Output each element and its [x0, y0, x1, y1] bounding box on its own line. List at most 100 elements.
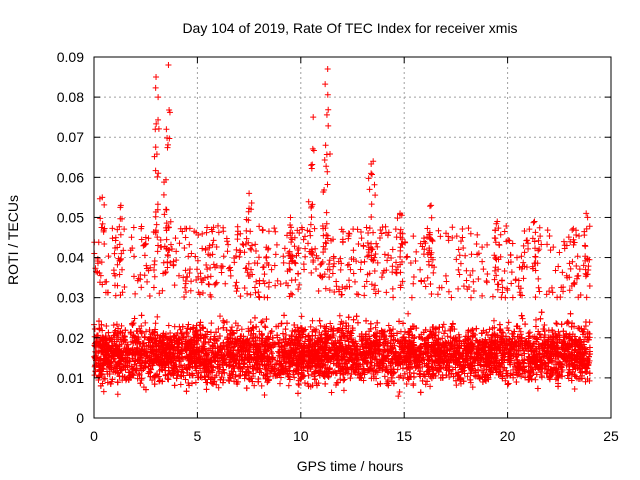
data-point: [229, 363, 236, 370]
data-point: [193, 322, 200, 329]
data-point: [537, 334, 544, 341]
data-point: [410, 380, 417, 387]
data-point: [110, 322, 117, 329]
data-point: [372, 324, 379, 331]
data-point: [526, 329, 533, 336]
data-point: [142, 328, 149, 335]
data-point: [571, 385, 578, 392]
data-point: [405, 310, 412, 317]
data-point: [444, 333, 451, 340]
data-point: [390, 326, 397, 333]
data-point: [183, 388, 190, 395]
data-point: [374, 381, 381, 388]
data-point: [177, 381, 184, 388]
data-point: [290, 371, 297, 378]
data-point: [152, 320, 159, 327]
data-point: [295, 380, 302, 387]
data-point: [327, 320, 334, 327]
data-point: [309, 317, 316, 324]
data-point: [342, 320, 349, 327]
data-point: [489, 331, 496, 338]
data-points: [91, 62, 594, 400]
data-point: [262, 324, 269, 331]
data-point: [501, 364, 508, 371]
data-point: [307, 323, 314, 330]
data-point: [442, 327, 449, 334]
data-point: [215, 384, 222, 391]
data-point: [142, 319, 149, 326]
data-point: [228, 324, 235, 331]
data-point: [154, 313, 161, 320]
data-point: [247, 319, 254, 326]
data-point: [178, 330, 185, 337]
data-point: [542, 332, 549, 339]
data-point: [118, 322, 125, 329]
data-point: [505, 327, 512, 334]
data-point: [165, 322, 172, 329]
data-point: [167, 329, 174, 336]
data-point: [381, 373, 388, 380]
data-point: [427, 383, 434, 390]
data-point: [271, 370, 278, 377]
data-point: [338, 318, 345, 325]
data-point: [238, 326, 245, 333]
data-point: [235, 322, 242, 329]
data-point: [422, 381, 429, 388]
data-point: [340, 377, 347, 384]
data-point: [251, 382, 258, 389]
data-point: [114, 391, 121, 398]
data-point: [283, 331, 290, 338]
data-point: [291, 374, 298, 381]
data-point: [211, 378, 218, 385]
data-point: [192, 379, 199, 386]
data-point: [258, 382, 265, 389]
data-point: [582, 378, 589, 385]
data-point: [553, 320, 560, 327]
data-point: [246, 359, 253, 366]
data-point: [215, 325, 222, 332]
data-point: [432, 325, 439, 332]
data-point: [337, 321, 344, 328]
data-point: [407, 325, 414, 332]
data-point: [289, 327, 296, 334]
data-point: [532, 316, 539, 323]
data-point: [135, 370, 142, 377]
data-point: [429, 364, 436, 371]
data-point: [201, 373, 208, 380]
data-point: [429, 324, 436, 331]
data-point: [520, 347, 527, 354]
data-point: [165, 376, 172, 383]
data-point: [281, 312, 288, 319]
data-point: [317, 322, 324, 329]
data-point: [208, 320, 215, 327]
data-point: [223, 319, 230, 326]
data-point: [164, 375, 171, 382]
data-point: [440, 321, 447, 328]
data-point: [336, 312, 343, 319]
data-point: [517, 328, 524, 335]
data-point: [396, 388, 403, 395]
data-point: [385, 322, 392, 329]
data-point: [439, 335, 446, 342]
data-point: [473, 325, 480, 332]
data-point: [243, 385, 250, 392]
data-point: [116, 342, 123, 349]
data-point: [486, 326, 493, 333]
data-point: [284, 320, 291, 327]
data-point: [519, 315, 526, 322]
data-point: [360, 365, 367, 372]
data-point: [468, 354, 475, 361]
data-point: [341, 376, 348, 383]
data-point: [273, 323, 280, 330]
data-point: [100, 388, 107, 395]
data-point: [559, 366, 566, 373]
data-point: [275, 366, 282, 373]
data-point: [177, 326, 184, 333]
data-point: [359, 337, 366, 344]
data-point: [505, 319, 512, 326]
data-point: [354, 319, 361, 326]
data-point: [131, 315, 138, 322]
data-point: [298, 313, 305, 320]
data-point: [530, 351, 537, 358]
data-point: [104, 379, 111, 386]
